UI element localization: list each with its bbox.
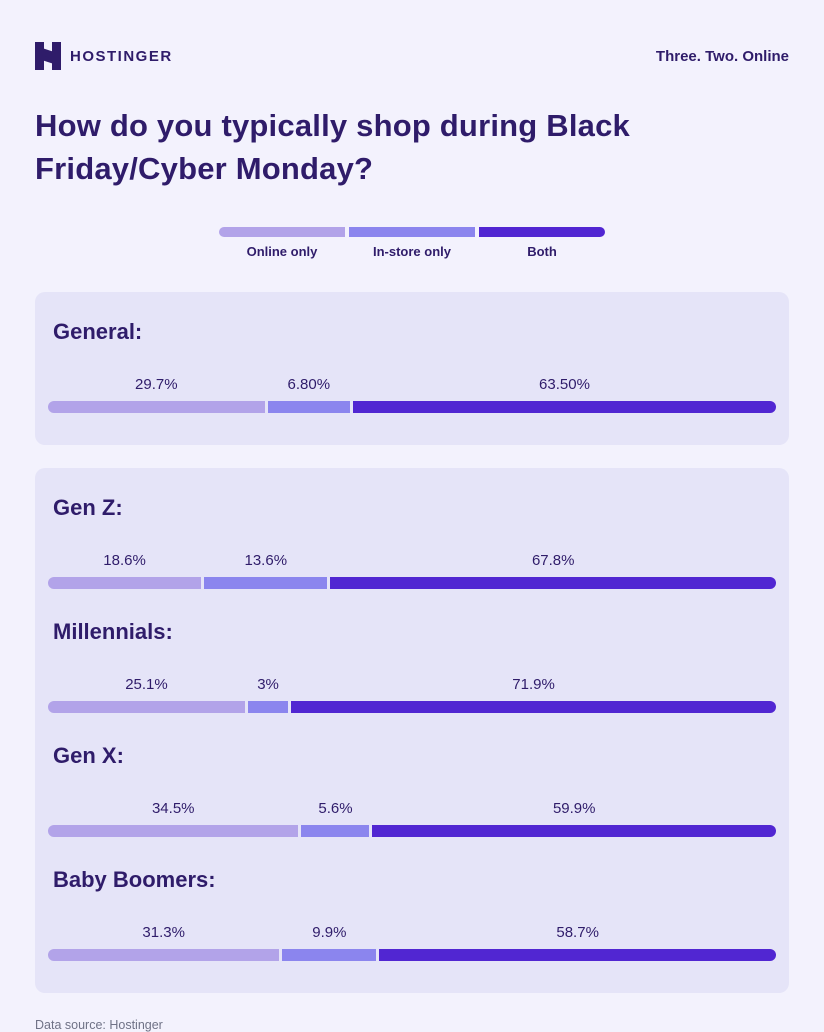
bar-segment-online-only xyxy=(48,576,202,589)
legend-item: Both xyxy=(479,226,605,259)
bar-segment-column: 59.9% xyxy=(372,800,776,837)
bar-segment-column: 18.6% xyxy=(48,551,202,589)
bar-group: Gen Z: 18.6% 13.6% 67.8% xyxy=(48,495,776,589)
segment-value-label: 59.9% xyxy=(552,799,596,817)
bar-segment-column: 31.3% xyxy=(48,923,280,961)
bar-segment-online-only xyxy=(48,700,245,713)
segment-value-label: 6.80% xyxy=(287,375,331,393)
bar-segment-column: 9.9% xyxy=(282,923,377,961)
bar-segment-column: 3% xyxy=(247,675,289,713)
bar-segment-both xyxy=(330,576,776,589)
bar-group: Gen X: 34.5% 5.6% 59.9% xyxy=(48,743,776,837)
bar-group-label: Gen Z: xyxy=(53,494,123,520)
legend: Online only In-store only Both xyxy=(35,226,789,259)
bar-group-label: Millennials: xyxy=(53,618,173,644)
bar-segment-column: 71.9% xyxy=(291,676,776,713)
segment-value-label: 31.3% xyxy=(142,923,185,941)
bar-segment-online-only xyxy=(48,824,299,837)
legend-label: Both xyxy=(527,243,557,259)
bar-segment-both xyxy=(379,948,776,961)
bar-group-label: Baby Boomers: xyxy=(53,866,216,892)
legend-item: Online only xyxy=(219,226,345,259)
brand-name: HOSTINGER xyxy=(70,47,173,65)
bar-segment-in-store-only xyxy=(282,948,377,961)
legend-label: In-store only xyxy=(372,243,451,259)
stacked-bar: 18.6% 13.6% 67.8% xyxy=(48,552,776,589)
legend-swatch-in-store-only xyxy=(349,226,475,237)
segment-value-label: 29.7% xyxy=(135,375,178,393)
bar-group: General: 29.7% 6.80% 63.50% xyxy=(48,319,776,413)
segment-value-label: 18.6% xyxy=(103,551,146,569)
bar-segment-column: 5.6% xyxy=(301,799,370,837)
bar-segment-column: 25.1% xyxy=(48,676,245,713)
bar-segment-column: 63.50% xyxy=(352,375,776,413)
bar-segment-in-store-only xyxy=(204,576,328,589)
hostinger-logo-icon xyxy=(35,42,61,70)
segment-value-label: 5.6% xyxy=(318,799,353,817)
brand-tagline: Three. Two. Online xyxy=(655,47,789,65)
legend-swatch-online-only xyxy=(219,226,345,237)
brand: HOSTINGER xyxy=(35,42,173,70)
stacked-bar: 29.7% 6.80% 63.50% xyxy=(48,376,776,413)
segment-value-label: 13.6% xyxy=(244,551,288,569)
bar-segment-in-store-only xyxy=(267,400,350,413)
segment-value-label: 34.5% xyxy=(151,799,195,817)
legend-label: Online only xyxy=(246,243,318,259)
segment-value-label: 9.9% xyxy=(312,923,347,941)
bar-segment-both xyxy=(372,824,776,837)
bar-segment-column: 6.80% xyxy=(267,375,350,413)
card-general: General: 29.7% 6.80% 63.50% xyxy=(35,291,789,445)
stacked-bar: 25.1% 3% 71.9% xyxy=(48,676,776,713)
legend-item: In-store only xyxy=(349,226,475,259)
bar-group: Baby Boomers: 31.3% 9.9% 58.7% xyxy=(48,867,776,961)
data-source-note: Data source: Hostinger xyxy=(35,1017,163,1032)
segment-value-label: 71.9% xyxy=(512,675,555,693)
bar-group: Millennials: 25.1% 3% 71.9% xyxy=(48,619,776,713)
segment-value-label: 58.7% xyxy=(556,923,599,941)
header: HOSTINGER Three. Two. Online xyxy=(35,40,789,72)
bar-segment-column: 67.8% xyxy=(330,552,776,589)
stacked-bar: 31.3% 9.9% 58.7% xyxy=(48,924,776,961)
page-title: How do you typically shop during Black F… xyxy=(35,108,630,187)
bar-segment-online-only xyxy=(48,948,280,961)
bar-segment-both xyxy=(291,700,776,713)
segment-value-label: 67.8% xyxy=(531,551,575,569)
bar-segment-in-store-only xyxy=(301,824,370,837)
stacked-bar: 34.5% 5.6% 59.9% xyxy=(48,800,776,837)
legend-swatch-both xyxy=(479,226,605,237)
bar-segment-column: 34.5% xyxy=(48,799,299,837)
bar-segment-online-only xyxy=(48,400,265,413)
segment-value-label: 3% xyxy=(257,675,279,693)
card-generations: Gen Z: 18.6% 13.6% 67.8% Millennials: 25… xyxy=(35,467,789,993)
bar-segment-column: 13.6% xyxy=(204,551,328,589)
bar-segment-in-store-only xyxy=(247,700,289,713)
bar-group-label: Gen X: xyxy=(53,742,124,768)
bar-segment-both xyxy=(352,400,776,413)
segment-value-label: 25.1% xyxy=(125,675,168,693)
segment-value-label: 63.50% xyxy=(539,375,590,393)
bar-segment-column: 29.7% xyxy=(48,376,265,413)
bar-segment-column: 58.7% xyxy=(379,924,776,961)
bar-group-label: General: xyxy=(53,318,143,344)
